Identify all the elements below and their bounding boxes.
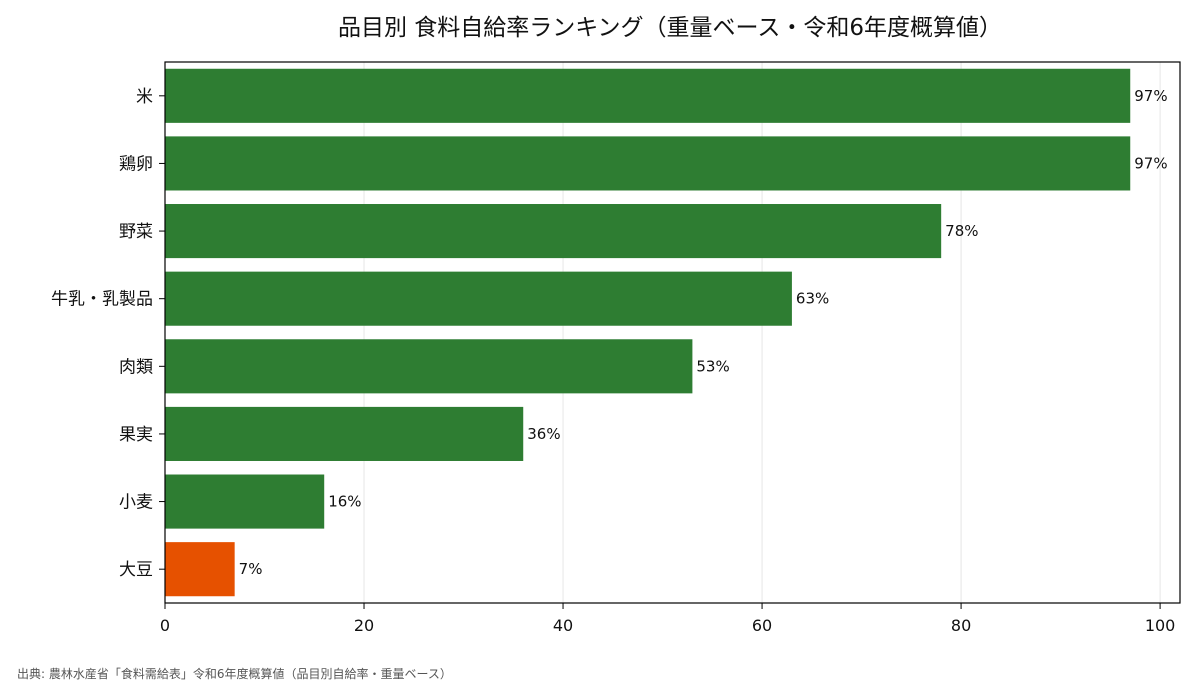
bar-value-label: 7% xyxy=(239,560,263,578)
plot-frame xyxy=(164,61,1181,604)
bar-value-label: 63% xyxy=(796,290,829,308)
category-label: 果実 xyxy=(119,425,153,445)
category-label: 野菜 xyxy=(119,222,153,242)
category-label: 牛乳・乳製品 xyxy=(51,290,153,310)
bar-value-label: 53% xyxy=(696,357,729,375)
x-tick-label: 100 xyxy=(1145,616,1176,635)
bar-value-label: 97% xyxy=(1134,154,1167,172)
bar xyxy=(165,542,235,597)
bar xyxy=(165,406,524,461)
bar xyxy=(165,474,325,529)
x-tick-label: 80 xyxy=(951,616,971,635)
category-label: 米 xyxy=(136,87,153,107)
bar xyxy=(165,271,792,326)
x-tick-label: 20 xyxy=(354,616,374,635)
bar xyxy=(165,68,1131,123)
x-axis-ticks: 0 20 40 60 80 100 xyxy=(160,603,1175,635)
bar-value-label: 78% xyxy=(945,222,978,240)
bar-value-label: 36% xyxy=(527,425,560,443)
category-label: 大豆 xyxy=(119,560,153,580)
bar-value-label: 97% xyxy=(1134,87,1167,105)
category-label: 鶏卵 xyxy=(119,154,153,174)
bars xyxy=(165,68,1131,597)
x-tick-label: 0 xyxy=(160,616,170,635)
x-tick-label: 60 xyxy=(752,616,772,635)
category-label: 小麦 xyxy=(119,493,153,513)
bar xyxy=(165,204,942,259)
bar xyxy=(165,136,1131,191)
value-labels: 97% 97% 78% 63% 53% 36% 16% 7% xyxy=(239,87,1168,578)
x-tick-label: 40 xyxy=(553,616,573,635)
bar-value-label: 16% xyxy=(328,493,361,511)
bar xyxy=(165,339,693,394)
source-note: 出典: 農林水産省「食料需給表」令和6年度概算値（品目別自給率・重量ベース） xyxy=(17,666,452,681)
category-label: 肉類 xyxy=(119,357,153,377)
chart-title: 品目別 食料自給率ランキング（重量ベース・令和6年度概算値） xyxy=(338,15,1002,41)
